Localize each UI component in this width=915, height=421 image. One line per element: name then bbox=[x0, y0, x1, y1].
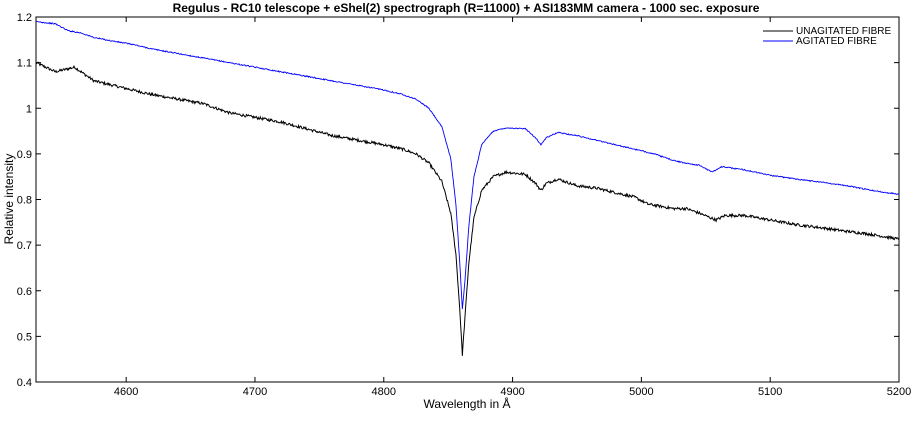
y-tick-label: 1.1 bbox=[17, 58, 32, 70]
y-tick-label: 1.2 bbox=[17, 12, 32, 24]
x-tick-label: 4700 bbox=[243, 386, 267, 398]
y-tick-label: 0.6 bbox=[17, 286, 32, 298]
plot-area-frame bbox=[35, 16, 900, 383]
x-tick-label: 4800 bbox=[372, 386, 396, 398]
y-tick-label: 0.4 bbox=[17, 377, 32, 389]
x-axis-label: Wavelength in Å bbox=[424, 396, 511, 411]
y-tick-label: 0.9 bbox=[17, 149, 32, 161]
x-tick-label: 4600 bbox=[114, 386, 138, 398]
x-tick-label: 5200 bbox=[887, 386, 911, 398]
series-line-unagitated bbox=[35, 61, 900, 356]
x-tick-label: 4900 bbox=[500, 386, 524, 398]
x-tick-label: 5100 bbox=[758, 386, 782, 398]
legend: UNAGITATED FIBRE AGITATED FIBRE bbox=[763, 26, 892, 47]
series-layer bbox=[35, 20, 900, 356]
chart-title: Regulus - RC10 telescope + eShel(2) spec… bbox=[173, 1, 760, 15]
legend-label-agitated: AGITATED FIBRE bbox=[796, 36, 877, 47]
y-axis-label: Relative intensity bbox=[2, 154, 16, 245]
y-axis: 0.4 0.5 0.6 0.7 0.8 0.9 1 1.1 1.2 bbox=[17, 12, 899, 389]
y-tick-label: 0.8 bbox=[17, 195, 32, 207]
y-tick-label: 0.5 bbox=[17, 331, 32, 343]
x-tick-label: 5000 bbox=[629, 386, 653, 398]
series-line-agitated bbox=[35, 20, 900, 310]
y-tick-label: 1 bbox=[26, 103, 32, 115]
y-tick-label: 0.7 bbox=[17, 240, 32, 252]
legend-label-unagitated: UNAGITATED FIBRE bbox=[796, 26, 892, 37]
x-axis: 4600 4700 4800 4900 5000 5100 5200 bbox=[114, 17, 911, 398]
